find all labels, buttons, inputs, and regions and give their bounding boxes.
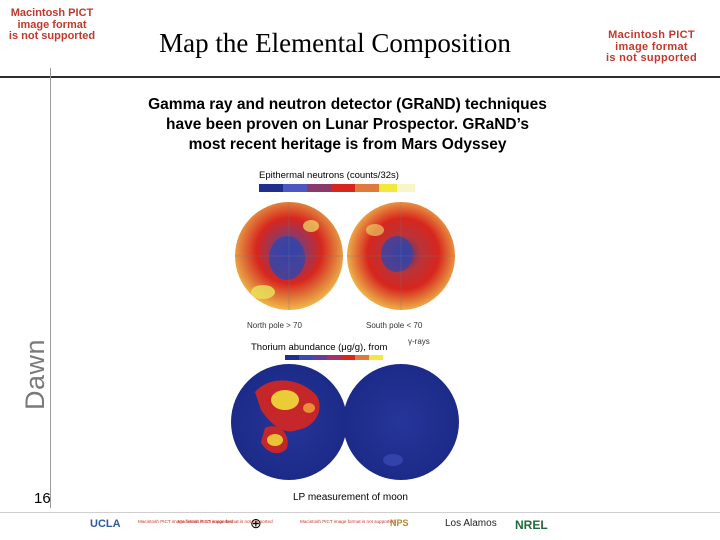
south-pole-label: South pole < 70 [366,321,423,330]
pict-placeholder-left: Macintosh PICT image format is not suppo… [2,7,102,43]
neutron-title: Epithermal neutrons (counts/32s) [259,170,399,181]
body-line: most recent heritage is from Mars Odysse… [188,136,507,154]
slide-body: Gamma ray and neutron detector (GRaND) t… [100,95,595,155]
slide-title: Map the Elemental Composition [159,28,511,58]
north-pole-map [235,202,343,310]
footer-logos: UCLA Macintosh PICT image format is not … [60,515,620,539]
pict-right-line: is not supported [606,52,697,65]
side-label: Dawn [20,338,50,410]
pict-right-line: image format [615,40,688,53]
page-number: 16 [34,490,51,507]
nps-logo: NPS [390,518,409,528]
pict-placeholder-small: Macintosh PICT image format is not suppo… [178,519,273,524]
figure-caption: LP measurement of moon [293,492,408,503]
pict-left-line: is not supported [8,30,96,43]
title-divider [0,76,720,78]
nrel-logo: NREL [515,518,548,532]
north-pole-label: North pole > 70 [247,321,302,330]
pict-placeholder-small: Macintosh PICT image format is not suppo… [138,519,233,524]
ucla-logo: UCLA [90,518,121,530]
thorium-nearside-map [231,364,347,480]
lab-logo-icon: ⊕ [250,515,262,531]
gamma-ray-label: γ-rays [408,337,430,346]
neutron-color-scale [259,184,415,192]
los-alamos-logo: Los Alamos [445,518,497,529]
pict-placeholder-small: Macintosh PICT image format is not suppo… [300,519,395,524]
thorium-color-scale [285,355,383,360]
pict-left-line: Macintosh PICT [10,7,94,19]
left-margin-rule [50,68,51,508]
pict-placeholder-right: Macintosh PICT image format is not suppo… [589,29,714,65]
south-pole-map [347,202,455,310]
body-line: have been proven on Lunar Prospector. GR… [166,116,529,134]
body-line: Gamma ray and neutron detector (GRaND) t… [148,96,547,113]
pict-left-line: image format [17,18,87,31]
pict-right-line: Macintosh PICT [608,29,695,41]
lunar-map-figure: Epithermal neutrons (counts/32s) North p… [231,170,459,503]
thorium-title: Thorium abundance (μg/g), from [251,342,388,353]
footer-divider [0,512,720,513]
thorium-farside-map [343,364,459,480]
